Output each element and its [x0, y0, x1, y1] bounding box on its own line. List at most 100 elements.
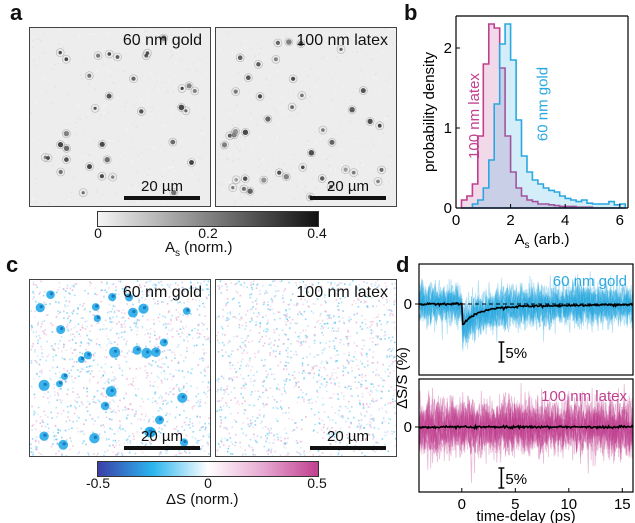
noise-pixel [388, 309, 390, 311]
noise-pixel [232, 350, 234, 352]
noise-pixel [75, 342, 77, 344]
noise-pixel [111, 371, 114, 374]
noise-pixel [108, 401, 111, 404]
noise-pixel [240, 49, 243, 51]
noise-pixel [310, 122, 312, 124]
noise-pixel [287, 146, 290, 148]
noise-pixel [337, 367, 339, 369]
noise-pixel [238, 301, 240, 304]
noise-pixel [199, 401, 202, 403]
particle-core [132, 310, 136, 314]
noise-pixel [301, 419, 303, 421]
noise-pixel [147, 332, 149, 335]
noise-pixel [335, 330, 338, 333]
noise-pixel [74, 399, 76, 402]
noise-pixel [152, 147, 154, 150]
noise-pixel [119, 367, 121, 370]
noise-pixel [123, 323, 126, 325]
noise-pixel [357, 306, 360, 308]
noise-pixel [153, 147, 155, 150]
noise-pixel [301, 81, 303, 83]
noise-pixel [100, 104, 103, 106]
noise-pixel [102, 394, 105, 397]
noise-pixel [265, 370, 267, 372]
noise-pixel [330, 453, 332, 456]
noise-pixel [295, 137, 298, 140]
noise-pixel [366, 152, 369, 155]
noise-pixel [76, 393, 79, 396]
noise-pixel [82, 302, 85, 305]
noise-pixel [343, 395, 345, 397]
noise-pixel [136, 343, 138, 345]
noise-pixel [373, 77, 375, 79]
x-axis-label-sub: s [525, 240, 530, 248]
noise-pixel [136, 280, 139, 282]
noise-pixel [181, 326, 184, 328]
noise-pixel [113, 310, 116, 313]
particle-spot [329, 184, 333, 189]
noise-pixel [313, 34, 316, 36]
noise-pixel [242, 385, 245, 387]
noise-pixel [247, 423, 249, 426]
particle-spot [241, 186, 246, 191]
noise-pixel [361, 373, 363, 376]
noise-pixel [264, 426, 267, 428]
noise-pixel [118, 126, 121, 128]
noise-pixel [123, 338, 126, 341]
noise-pixel [89, 284, 91, 287]
noise-pixel [382, 385, 384, 388]
noise-pixel [116, 343, 119, 346]
noise-pixel [164, 316, 167, 319]
noise-pixel [282, 294, 284, 297]
noise-pixel [54, 160, 57, 162]
noise-pixel [326, 381, 328, 384]
noise-pixel [280, 436, 282, 439]
noise-pixel [344, 366, 347, 369]
noise-pixel [204, 422, 206, 425]
particle-spot [104, 157, 110, 163]
noise-pixel [193, 345, 196, 347]
noise-pixel [340, 148, 343, 151]
noise-pixel [254, 424, 257, 426]
noise-pixel [271, 156, 273, 159]
noise-pixel [118, 333, 120, 335]
noise-pixel [197, 281, 199, 284]
noise-pixel [184, 450, 186, 453]
noise-pixel [358, 402, 361, 404]
noise-pixel [377, 335, 379, 337]
noise-pixel [185, 325, 187, 328]
noise-pixel [50, 345, 52, 347]
noise-pixel [238, 280, 240, 283]
noise-pixel [361, 190, 363, 193]
noise-pixel [104, 372, 107, 375]
noise-pixel [362, 31, 365, 33]
noise-pixel [101, 31, 104, 34]
noise-pixel [302, 303, 305, 306]
noise-pixel [355, 358, 357, 361]
noise-pixel [273, 64, 276, 66]
noise-pixel [199, 333, 202, 335]
noise-pixel [165, 392, 167, 395]
noise-pixel [178, 369, 180, 372]
noise-pixel [331, 427, 333, 429]
noise-pixel [346, 359, 349, 362]
noise-pixel [69, 448, 71, 451]
particle-halo [159, 33, 168, 43]
noise-pixel [192, 62, 194, 65]
noise-pixel [320, 46, 322, 48]
noise-pixel [87, 292, 89, 295]
noise-pixel [270, 298, 273, 300]
noise-pixel [114, 32, 116, 35]
noise-pixel [193, 283, 195, 286]
noise-pixel [272, 280, 274, 283]
scalebar-label: 20 µm [141, 178, 183, 195]
noise-pixel [149, 328, 152, 330]
noise-pixel [328, 340, 331, 343]
noise-pixel [359, 360, 362, 363]
noise-pixel [119, 420, 121, 422]
noise-pixel [88, 344, 90, 346]
noise-pixel [346, 293, 349, 295]
noise-pixel [337, 393, 339, 396]
particle-halo [137, 107, 146, 116]
noise-pixel [247, 365, 250, 367]
